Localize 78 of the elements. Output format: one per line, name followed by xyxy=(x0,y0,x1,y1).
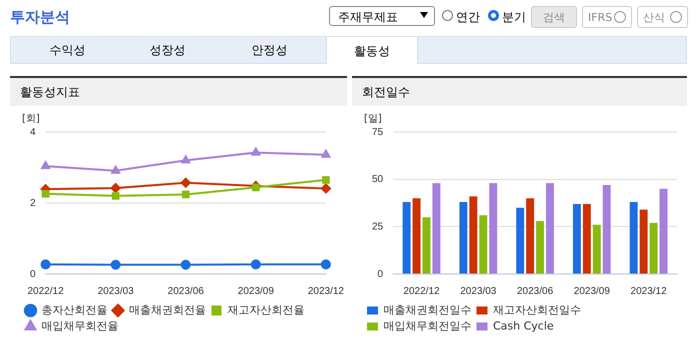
x-tick-label: 2023/06 xyxy=(516,286,554,297)
legend-label: Cash Cycle xyxy=(493,319,554,332)
bar xyxy=(650,222,658,274)
point xyxy=(250,259,261,270)
x-tick-label: 2023/09 xyxy=(238,286,274,297)
x-tick-label: 2023/03 xyxy=(98,286,134,297)
x-tick-label: 2023/12 xyxy=(308,286,344,297)
text: 성장성 xyxy=(148,42,186,59)
x-tick-label: 2022/12 xyxy=(403,286,440,297)
bar xyxy=(402,202,411,274)
y-tick-label: 0 xyxy=(378,268,384,280)
y-tick-label: 25 xyxy=(372,221,384,232)
point xyxy=(182,190,190,198)
point xyxy=(110,183,121,194)
bar xyxy=(602,185,611,274)
chart-title: 활동성지표 xyxy=(10,76,347,106)
point xyxy=(320,259,331,270)
bar xyxy=(592,224,601,274)
point xyxy=(111,166,120,174)
bar xyxy=(536,220,544,274)
point xyxy=(320,183,331,194)
x-tick-label: 2023/03 xyxy=(460,286,497,297)
point xyxy=(322,176,330,184)
bar xyxy=(459,202,468,274)
bar xyxy=(660,188,668,274)
point xyxy=(180,178,191,188)
bar xyxy=(640,210,648,274)
chart-title: 회전일수 xyxy=(352,76,687,106)
text: IFRS xyxy=(582,6,632,28)
text: 검색 xyxy=(531,6,577,28)
y-tick-label: 50 xyxy=(372,174,384,186)
legend-label: 매입채무회전일수 xyxy=(384,319,472,332)
bar xyxy=(582,204,591,274)
legend-label: 매출채권회전율 xyxy=(129,303,206,316)
legend-label: 매입채무회전율 xyxy=(42,319,118,332)
legend-label: 매출채권회전일수 xyxy=(384,303,472,316)
text: 안정성 xyxy=(250,42,288,59)
legend-label: 재고자산회전율 xyxy=(228,303,304,316)
point xyxy=(112,192,120,200)
x-tick-label: 2023/06 xyxy=(168,286,204,297)
bar xyxy=(412,198,421,274)
point xyxy=(252,184,260,192)
bar xyxy=(432,183,440,274)
bar xyxy=(516,208,524,274)
text: 활동성 xyxy=(326,36,418,64)
bar xyxy=(546,183,554,274)
bar xyxy=(422,217,430,274)
text: 산식 xyxy=(637,6,688,28)
x-tick-label: 2023/12 xyxy=(630,286,668,297)
point xyxy=(42,190,50,198)
y-tick-label: 4 xyxy=(30,126,36,138)
point xyxy=(41,161,50,170)
y-axis-title: [일] xyxy=(364,114,382,125)
bar xyxy=(479,215,488,274)
bar xyxy=(630,202,638,274)
y-tick-label: 2 xyxy=(30,198,36,209)
point xyxy=(181,155,190,164)
y-axis-title: [회] xyxy=(22,114,40,125)
bar xyxy=(572,204,581,274)
text: 분기 xyxy=(502,9,526,26)
text: 연간 xyxy=(456,9,480,26)
text: 수익성 xyxy=(48,42,86,59)
point xyxy=(321,150,330,158)
y-tick-label: 75 xyxy=(372,126,384,138)
x-tick-label: 2023/09 xyxy=(574,286,610,297)
text: 주재무제표 xyxy=(329,6,435,26)
x-tick-label: 2022/12 xyxy=(27,286,64,297)
bar xyxy=(526,198,534,274)
point xyxy=(180,260,191,270)
legend-label: 재고자산회전일수 xyxy=(493,303,581,316)
bar xyxy=(489,183,498,274)
legend-label: 총자산회전율 xyxy=(42,303,108,316)
y-tick-label: 0 xyxy=(30,268,36,280)
bar xyxy=(469,196,478,274)
text: 투자분석 xyxy=(10,8,70,27)
point xyxy=(110,260,121,270)
point xyxy=(40,259,51,270)
point xyxy=(251,148,260,156)
